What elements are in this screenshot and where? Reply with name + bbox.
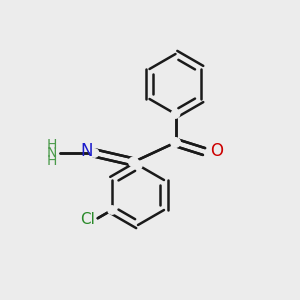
Text: N: N <box>80 142 93 160</box>
Circle shape <box>134 161 142 169</box>
Circle shape <box>171 138 180 147</box>
Circle shape <box>90 149 99 157</box>
Text: Cl: Cl <box>80 212 95 227</box>
Circle shape <box>171 110 180 118</box>
Text: H: H <box>46 138 57 152</box>
Text: H: H <box>46 154 57 168</box>
Text: N: N <box>46 146 57 160</box>
Text: O: O <box>211 142 224 160</box>
Circle shape <box>108 206 116 214</box>
Circle shape <box>129 157 138 167</box>
